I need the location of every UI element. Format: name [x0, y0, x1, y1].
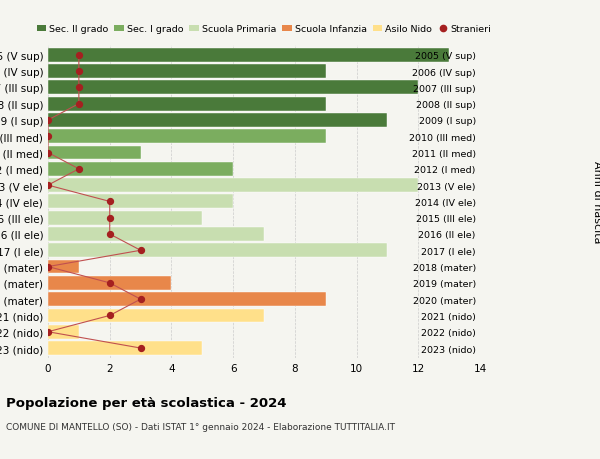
Bar — [48, 325, 79, 339]
Point — [43, 150, 53, 157]
Point — [136, 247, 145, 254]
Point — [43, 182, 53, 190]
Bar — [48, 162, 233, 176]
Bar — [48, 179, 418, 193]
Bar — [48, 81, 418, 95]
Bar — [48, 114, 388, 128]
Bar — [48, 309, 264, 323]
Point — [136, 345, 145, 352]
Point — [43, 328, 53, 336]
Legend: Sec. II grado, Sec. I grado, Scuola Primaria, Scuola Infanzia, Asilo Nido, Stran: Sec. II grado, Sec. I grado, Scuola Prim… — [33, 22, 495, 38]
Point — [105, 198, 115, 206]
Point — [74, 101, 83, 108]
Text: Anni di nascita: Anni di nascita — [592, 161, 600, 243]
Point — [74, 68, 83, 76]
Point — [43, 117, 53, 124]
Point — [43, 133, 53, 140]
Bar — [48, 276, 172, 290]
Bar — [48, 260, 79, 274]
Point — [74, 84, 83, 92]
Bar — [48, 130, 326, 144]
Point — [105, 214, 115, 222]
Bar — [48, 49, 449, 62]
Text: Popolazione per età scolastica - 2024: Popolazione per età scolastica - 2024 — [6, 396, 287, 409]
Point — [105, 312, 115, 319]
Point — [74, 166, 83, 173]
Bar — [48, 97, 326, 112]
Bar — [48, 65, 326, 79]
Bar — [48, 244, 388, 257]
Point — [105, 231, 115, 238]
Point — [43, 263, 53, 271]
Point — [136, 296, 145, 303]
Bar — [48, 228, 264, 241]
Bar — [48, 211, 202, 225]
Bar — [48, 195, 233, 209]
Text: COMUNE DI MANTELLO (SO) - Dati ISTAT 1° gennaio 2024 - Elaborazione TUTTITALIA.I: COMUNE DI MANTELLO (SO) - Dati ISTAT 1° … — [6, 422, 395, 431]
Bar — [48, 341, 202, 355]
Point — [74, 52, 83, 59]
Bar — [48, 292, 326, 307]
Bar — [48, 146, 140, 160]
Point — [105, 280, 115, 287]
